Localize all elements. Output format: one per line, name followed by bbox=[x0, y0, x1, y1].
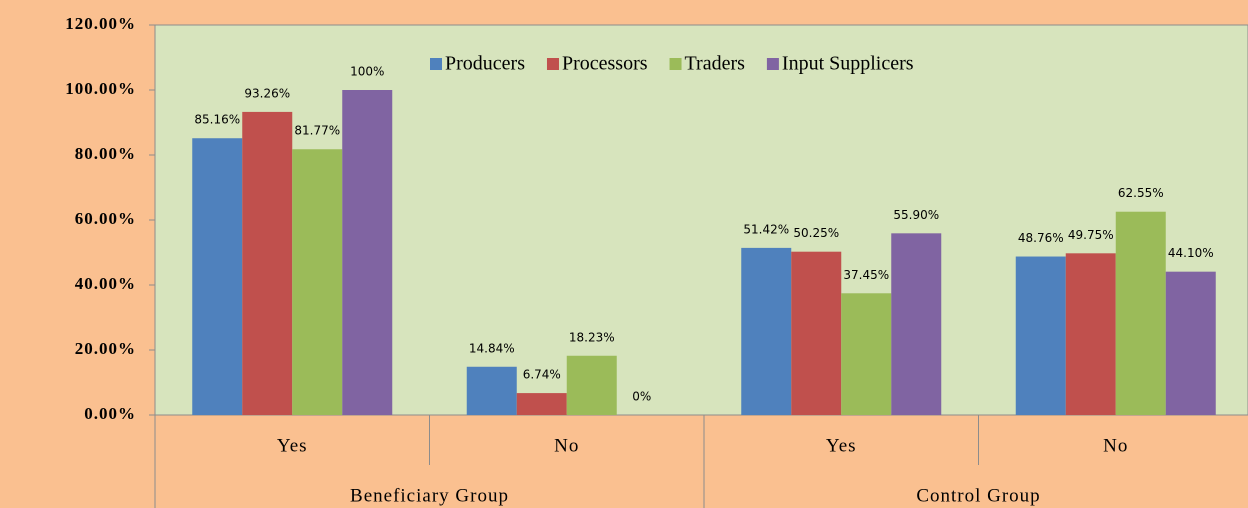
data-label: 55.90% bbox=[893, 208, 939, 222]
bar bbox=[192, 138, 243, 416]
bar bbox=[1115, 211, 1166, 415]
data-label: 6.74% bbox=[523, 368, 561, 382]
y-tick-label: 120.00% bbox=[65, 14, 136, 33]
group-label: Beneficiary Group bbox=[350, 485, 509, 506]
legend-swatch bbox=[766, 58, 779, 70]
bar bbox=[342, 90, 393, 415]
data-label: 37.45% bbox=[843, 268, 889, 282]
bar bbox=[516, 393, 567, 415]
x-tick-label: No bbox=[554, 435, 579, 456]
bar bbox=[891, 233, 942, 415]
data-label: 93.26% bbox=[244, 86, 290, 100]
legend-label: Producers bbox=[445, 53, 525, 75]
y-tick-label: 80.00% bbox=[75, 144, 136, 163]
bar bbox=[791, 251, 842, 415]
data-label: 81.77% bbox=[294, 124, 340, 138]
bar bbox=[1065, 253, 1116, 415]
group-label: Control Group bbox=[916, 485, 1040, 506]
legend-swatch bbox=[430, 58, 442, 70]
y-tick-label: 100.00% bbox=[65, 79, 136, 98]
x-tick-label: Yes bbox=[826, 435, 857, 456]
data-label: 85.16% bbox=[194, 113, 240, 127]
y-tick-label: 0.00% bbox=[84, 404, 136, 423]
y-tick-label: 60.00% bbox=[75, 209, 136, 228]
bar bbox=[1165, 271, 1216, 415]
legend-swatch bbox=[669, 58, 682, 70]
bar bbox=[1015, 256, 1066, 415]
data-label: 48.76% bbox=[1018, 231, 1064, 245]
legend-label: Input Supplicers bbox=[782, 53, 914, 75]
data-label: 49.75% bbox=[1068, 228, 1114, 242]
y-tick-label: 20.00% bbox=[75, 339, 136, 358]
bar bbox=[292, 149, 343, 415]
x-tick-label: No bbox=[1103, 435, 1128, 456]
y-tick-label: 40.00% bbox=[75, 274, 136, 293]
data-label: 100% bbox=[350, 65, 384, 79]
bar bbox=[242, 111, 293, 415]
bar bbox=[566, 355, 617, 415]
data-label: 44.10% bbox=[1168, 246, 1214, 260]
bar bbox=[841, 293, 892, 415]
x-tick-label: Yes bbox=[277, 435, 308, 456]
legend-label: Traders bbox=[685, 53, 746, 75]
legend-label: Processors bbox=[562, 53, 648, 75]
bar bbox=[466, 366, 517, 415]
data-label: 50.25% bbox=[793, 226, 839, 240]
data-label: 0% bbox=[632, 390, 651, 404]
data-label: 14.84% bbox=[469, 341, 515, 355]
data-label: 62.55% bbox=[1118, 186, 1164, 200]
bar bbox=[741, 247, 792, 415]
data-label: 18.23% bbox=[569, 330, 615, 344]
legend-swatch bbox=[546, 58, 559, 70]
data-label: 51.42% bbox=[743, 222, 789, 236]
